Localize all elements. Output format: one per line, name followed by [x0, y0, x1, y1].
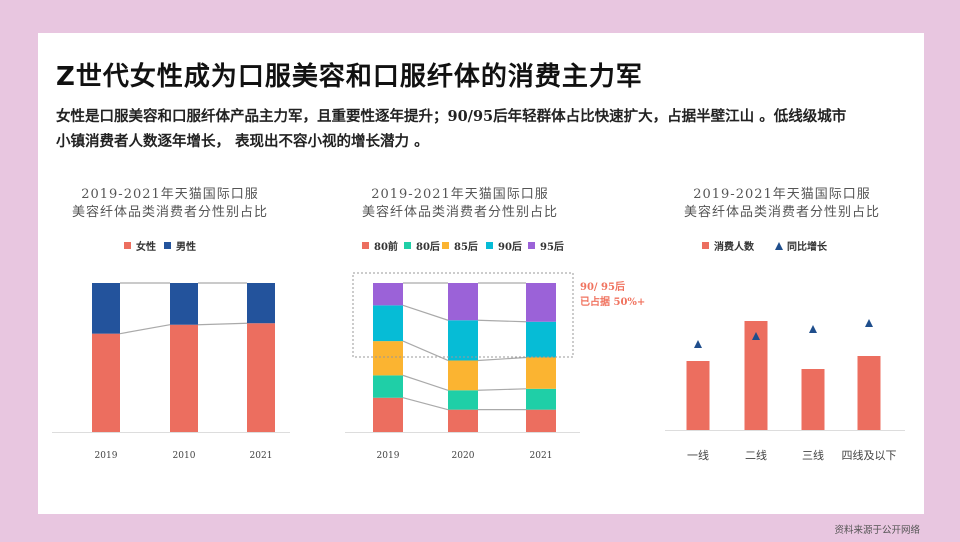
chart-1-title-line-2: 美容纤体品类消费者分性别占比 — [71, 205, 268, 220]
legend-label: 同比增长 — [787, 240, 828, 253]
legend-swatch — [486, 242, 493, 249]
legend-label: 男性 — [176, 240, 196, 253]
growth-triangle-marker — [694, 340, 702, 348]
bar-segment-女性 — [92, 333, 120, 432]
growth-triangle-marker — [752, 332, 760, 340]
bar-segment-女性 — [170, 324, 198, 432]
series-connector-line — [402, 374, 449, 391]
series-connector-line — [197, 322, 248, 326]
bar-segment-85后 — [373, 341, 403, 376]
legend-swatch — [528, 242, 535, 249]
bar-segment-男性 — [170, 283, 198, 325]
bar-segment-男性 — [247, 283, 275, 324]
legend-label: 80后 — [416, 240, 440, 253]
bar-segment-90后 — [373, 305, 403, 342]
source-note: 资料来源于公开网络 — [834, 525, 920, 536]
x-tick-label: 2019 — [377, 451, 400, 461]
legend-swatch — [702, 242, 709, 249]
x-tick-label: 二线 — [745, 448, 767, 462]
bar-segment-90后 — [526, 321, 556, 358]
bar-segment-80前 — [373, 397, 403, 432]
bar-segment-80后 — [448, 390, 478, 410]
bar-consumers — [744, 321, 768, 430]
chart-3-title: 2019-2021年天猫国际口服 美容纤体品类消费者分性别占比 — [662, 186, 902, 222]
bar-segment-80后 — [373, 375, 403, 398]
legend-swatch — [164, 242, 171, 249]
legend-swatch — [362, 242, 369, 249]
legend-label: 95后 — [540, 240, 564, 253]
x-tick-label: 四线及以下 — [842, 448, 897, 462]
legend-label: 女性 — [136, 240, 156, 253]
bar-segment-85后 — [526, 357, 556, 389]
legend-label: 90后 — [498, 240, 522, 253]
chart-3-title-line-2: 美容纤体品类消费者分性别占比 — [683, 205, 880, 220]
page-title: Z世代女性成为口服美容和口服纤体的消费主力军 — [56, 62, 643, 92]
series-connector-line — [402, 304, 449, 321]
bar-consumers — [686, 361, 710, 430]
x-tick-label: 一线 — [687, 448, 709, 462]
bar-segment-80前 — [526, 409, 556, 432]
x-tick-label: 2019 — [95, 451, 118, 461]
bar-segment-95后 — [448, 283, 478, 321]
legend-swatch — [404, 242, 411, 249]
series-connector-line — [477, 319, 527, 323]
chart-1-title: 2019-2021年天猫国际口服 美容纤体品类消费者分性别占比 — [50, 186, 290, 222]
page-description: 女性是口服美容和口服纤体产品主力军，且重要性逐年提升；90/95后年轻群体占比快… — [56, 104, 916, 154]
bar-segment-95后 — [373, 283, 403, 306]
legend-label: 消费人数 — [714, 240, 755, 253]
legend-triangle-icon — [775, 242, 783, 250]
x-tick-label: 2021 — [250, 451, 273, 461]
chart-1-title-line-1: 2019-2021年天猫国际口服 — [81, 187, 259, 202]
annotation-line-2: 已占据 50%+ — [580, 295, 645, 308]
x-tick-label: 2010 — [173, 451, 196, 461]
bar-segment-80前 — [448, 409, 478, 432]
growth-triangle-marker — [809, 325, 817, 333]
chart-2-title-line-2: 美容纤体品类消费者分性别占比 — [361, 205, 558, 220]
chart-2-title: 2019-2021年天猫国际口服 美容纤体品类消费者分性别占比 — [340, 186, 580, 222]
bar-consumers — [801, 369, 825, 430]
chart-3-title-line-1: 2019-2021年天猫国际口服 — [693, 187, 871, 202]
legend-swatch — [124, 242, 131, 249]
bar-segment-男性 — [92, 283, 120, 334]
description-line-1: 女性是口服美容和口服纤体产品主力军，且重要性逐年提升；90/95后年轻群体占比快… — [56, 108, 847, 125]
bar-segment-女性 — [247, 323, 275, 432]
bar-segment-95后 — [526, 283, 556, 322]
description-line-2: 小镇消费者人数逐年增长， 表现出不容小视的增长潜力 。 — [56, 133, 429, 150]
bar-segment-90后 — [448, 320, 478, 361]
bar-segment-80后 — [526, 388, 556, 410]
legend-label: 80前 — [374, 240, 398, 253]
x-tick-label: 2021 — [530, 451, 553, 461]
series-connector-line — [477, 356, 527, 362]
chart-2-title-line-1: 2019-2021年天猫国际口服 — [371, 187, 549, 202]
growth-triangle-marker — [865, 319, 873, 327]
x-tick-label: 三线 — [802, 448, 824, 462]
highlight-box — [352, 272, 574, 358]
x-tick-label: 2020 — [452, 451, 475, 461]
bar-segment-85后 — [448, 360, 478, 391]
series-connector-line — [119, 324, 171, 335]
legend-label: 85后 — [454, 240, 478, 253]
series-connector-line — [402, 397, 449, 411]
bar-consumers — [857, 356, 881, 430]
legend-swatch — [442, 242, 449, 249]
series-connector-line — [477, 388, 527, 391]
annotation-line-1: 90/ 95后 — [580, 280, 625, 293]
